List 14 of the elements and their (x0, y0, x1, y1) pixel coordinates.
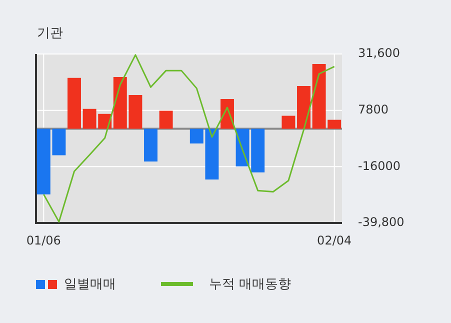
y-tick-label: 31,600 (358, 46, 400, 60)
bar (297, 86, 310, 129)
y-tick-label: -39,800 (358, 215, 404, 230)
legend-label: 일별매매 (64, 276, 116, 293)
chart-title: 기관 (37, 25, 63, 42)
x-tick-label: 02/04 (317, 233, 352, 248)
x-tick-label: 01/06 (26, 233, 61, 248)
legend-label: 누적 매매동향 (209, 276, 292, 293)
bar (144, 128, 158, 162)
bar (159, 110, 173, 129)
bar (282, 116, 296, 129)
y-tick-label: -16000 (358, 158, 401, 173)
bar (68, 78, 81, 129)
y-tick-label: 7800 (358, 102, 389, 116)
